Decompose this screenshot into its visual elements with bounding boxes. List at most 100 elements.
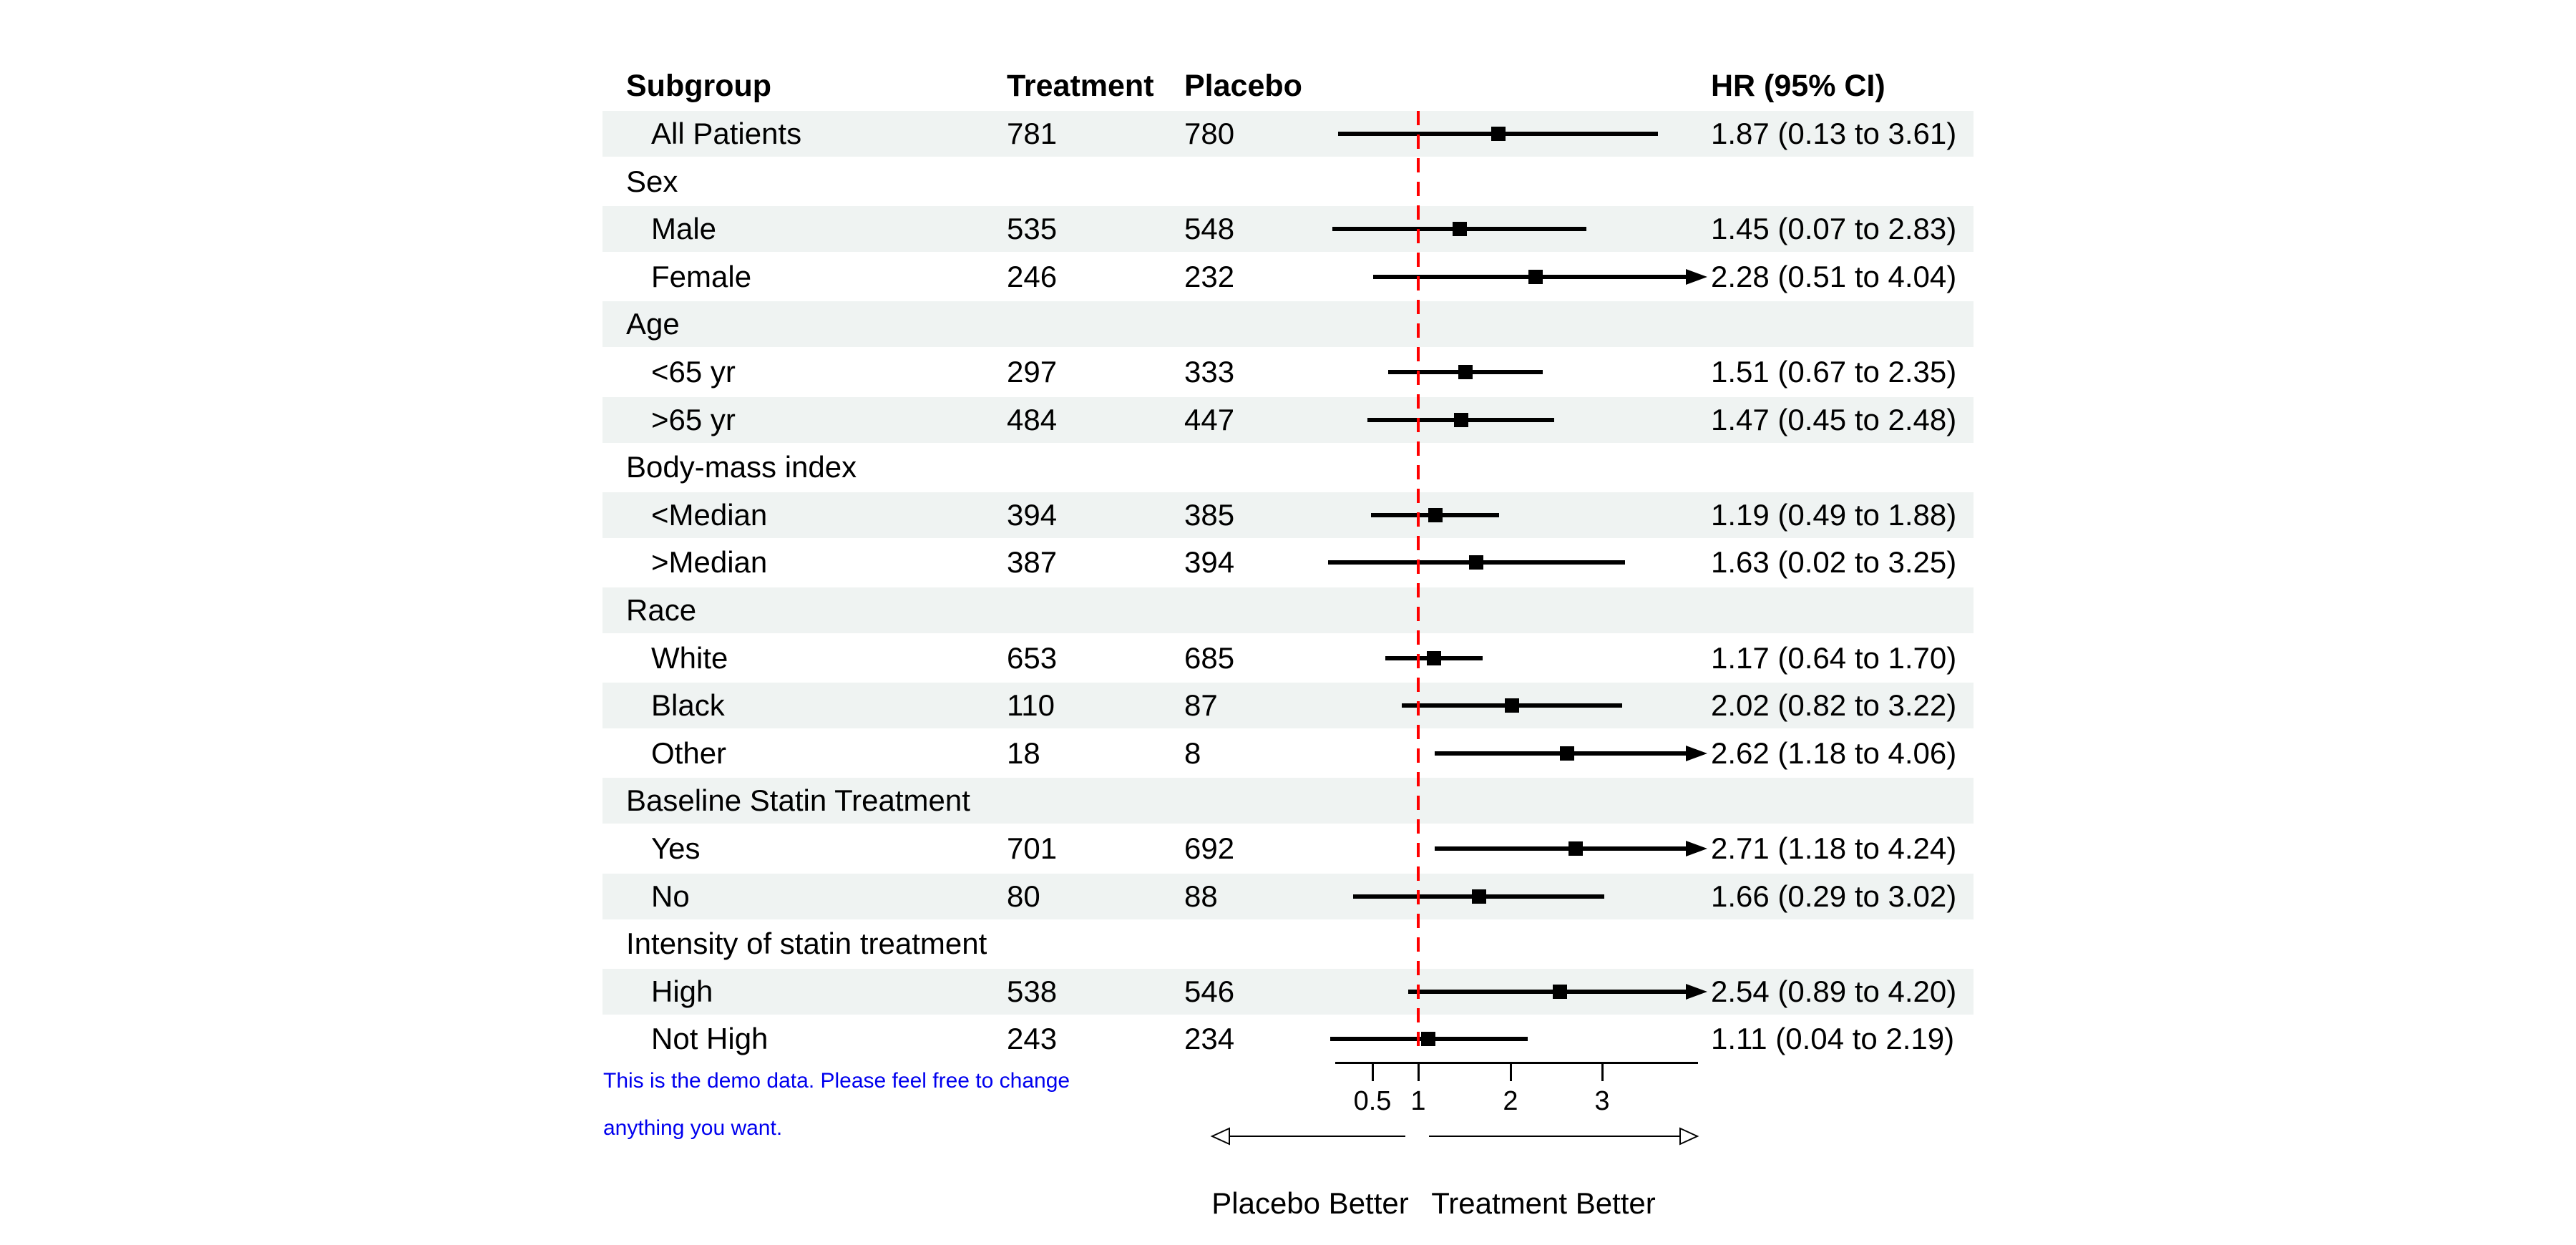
hr-ci-label: 1.11 (0.04 to 2.19)	[1711, 1022, 1955, 1055]
group-header-row: Baseline Statin Treatment	[602, 778, 1974, 824]
reference-line	[1417, 111, 1420, 1055]
placebo-count: 394	[1184, 545, 1235, 579]
row-label: Female	[651, 260, 752, 293]
hr-ci-label: 1.51 (0.67 to 2.35)	[1711, 355, 1957, 389]
table-row: >Median 387 394 1.63 (0.02 to 3.25)	[602, 540, 1974, 585]
placebo-count: 8	[1184, 736, 1201, 770]
table-row: Female 246 232 2.28 (0.51 to 4.04)	[602, 254, 1974, 300]
treatment-count: 701	[1007, 831, 1058, 865]
hr-ci-label: 1.66 (0.29 to 3.02)	[1711, 879, 1957, 913]
row-label: <Median	[651, 498, 768, 532]
hr-ci-label: 2.62 (1.18 to 4.06)	[1711, 736, 1957, 770]
clip-arrow-icon	[1686, 746, 1707, 761]
axis-tick-label: 3	[1594, 1086, 1610, 1116]
placebo-count: 548	[1184, 212, 1235, 245]
row-label: Age	[626, 307, 680, 341]
hr-marker	[1428, 508, 1443, 522]
treatment-count: 246	[1007, 260, 1058, 293]
row-label: Baseline Statin Treatment	[626, 783, 970, 817]
ci-whisker	[1435, 846, 1689, 851]
row-label: >Median	[651, 545, 768, 579]
clip-arrow-icon	[1686, 841, 1707, 856]
axis-tick	[1510, 1064, 1512, 1081]
hr-ci-label: 1.87 (0.13 to 3.61)	[1711, 117, 1957, 150]
group-header-row: Body-mass index	[602, 444, 1974, 490]
column-header-treatment: Treatment	[1007, 69, 1154, 103]
table-row: High 538 546 2.54 (0.89 to 4.20)	[602, 969, 1974, 1015]
placebo-count: 232	[1184, 260, 1235, 293]
row-label: >65 yr	[651, 403, 736, 436]
hr-ci-label: 1.17 (0.64 to 1.70)	[1711, 641, 1957, 675]
row-label: Sex	[626, 165, 678, 198]
placebo-count: 385	[1184, 498, 1235, 532]
clip-arrow-icon	[1686, 269, 1707, 285]
row-label: Body-mass index	[626, 450, 857, 484]
axis-tick	[1418, 1064, 1420, 1081]
table-row: Yes 701 692 2.71 (1.18 to 4.24)	[602, 826, 1974, 872]
hr-ci-label: 1.19 (0.49 to 1.88)	[1711, 498, 1957, 532]
placebo-count: 447	[1184, 403, 1235, 436]
row-label: High	[651, 975, 713, 1008]
hr-marker	[1427, 651, 1441, 665]
axis-tick	[1601, 1064, 1604, 1081]
treatment-count: 538	[1007, 975, 1058, 1008]
clip-arrow-icon	[1686, 984, 1707, 1000]
hr-ci-label: 2.71 (1.18 to 4.24)	[1711, 831, 1957, 865]
row-label: <65 yr	[651, 355, 736, 389]
hr-ci-label: 1.63 (0.02 to 3.25)	[1711, 545, 1957, 579]
table-row: >65 yr 484 447 1.47 (0.45 to 2.48)	[602, 397, 1974, 443]
treatment-count: 80	[1007, 879, 1040, 913]
table-row: Male 535 548 1.45 (0.07 to 2.83)	[602, 206, 1974, 252]
group-header-row: Age	[602, 301, 1974, 347]
row-label: All Patients	[651, 117, 802, 150]
row-label: White	[651, 641, 728, 675]
axis-tick	[1372, 1064, 1374, 1081]
hr-ci-label: 2.02 (0.82 to 3.22)	[1711, 688, 1957, 722]
treatment-count: 484	[1007, 403, 1058, 436]
axis-tick-label: 1	[1410, 1086, 1426, 1116]
row-label: Black	[651, 688, 725, 722]
treatment-count: 18	[1007, 736, 1040, 770]
treatment-count: 387	[1007, 545, 1058, 579]
placebo-count: 685	[1184, 641, 1235, 675]
group-header-row: Intensity of statin treatment	[602, 921, 1974, 967]
treatment-count: 110	[1007, 688, 1055, 722]
hr-marker	[1469, 555, 1483, 570]
treatment-count: 781	[1007, 117, 1058, 150]
row-label: Male	[651, 212, 717, 245]
hr-marker	[1528, 270, 1543, 284]
hr-marker	[1421, 1032, 1435, 1046]
placebo-count: 780	[1184, 117, 1235, 150]
axis-tick-label: 0.5	[1353, 1086, 1392, 1116]
direction-arrows	[1210, 1127, 1699, 1146]
treatment-count: 297	[1007, 355, 1058, 389]
placebo-count: 88	[1184, 879, 1218, 913]
hr-ci-label: 1.47 (0.45 to 2.48)	[1711, 403, 1957, 436]
placebo-count: 333	[1184, 355, 1235, 389]
treatment-better-label: Treatment Better	[1431, 1186, 1656, 1220]
treatment-count: 243	[1007, 1022, 1058, 1055]
hr-marker	[1453, 222, 1467, 236]
right-arrow-icon	[1429, 1127, 1699, 1146]
note-line-2: anything you want.	[603, 1116, 783, 1140]
placebo-count: 692	[1184, 831, 1235, 865]
placebo-count: 546	[1184, 975, 1235, 1008]
treatment-count: 394	[1007, 498, 1058, 532]
treatment-count: 535	[1007, 212, 1058, 245]
table-row: White 653 685 1.17 (0.64 to 1.70)	[602, 635, 1974, 681]
row-label: Yes	[651, 831, 701, 865]
row-label: Other	[651, 736, 727, 770]
hr-ci-label: 2.28 (0.51 to 4.04)	[1711, 260, 1957, 293]
table-row: Other 18 8 2.62 (1.18 to 4.06)	[602, 731, 1974, 776]
table-row: All Patients 781 780 1.87 (0.13 to 3.61)	[602, 111, 1974, 157]
hr-marker	[1560, 746, 1574, 761]
row-label: No	[651, 879, 690, 913]
x-axis-line	[1335, 1062, 1698, 1064]
hr-marker	[1454, 413, 1468, 427]
table-row: Not High 243 234 1.11 (0.04 to 2.19)	[602, 1016, 1974, 1062]
placebo-count: 234	[1184, 1022, 1235, 1055]
group-header-row: Race	[602, 587, 1974, 633]
placebo-count: 87	[1184, 688, 1218, 722]
placebo-better-label: Placebo Better	[1211, 1186, 1409, 1220]
